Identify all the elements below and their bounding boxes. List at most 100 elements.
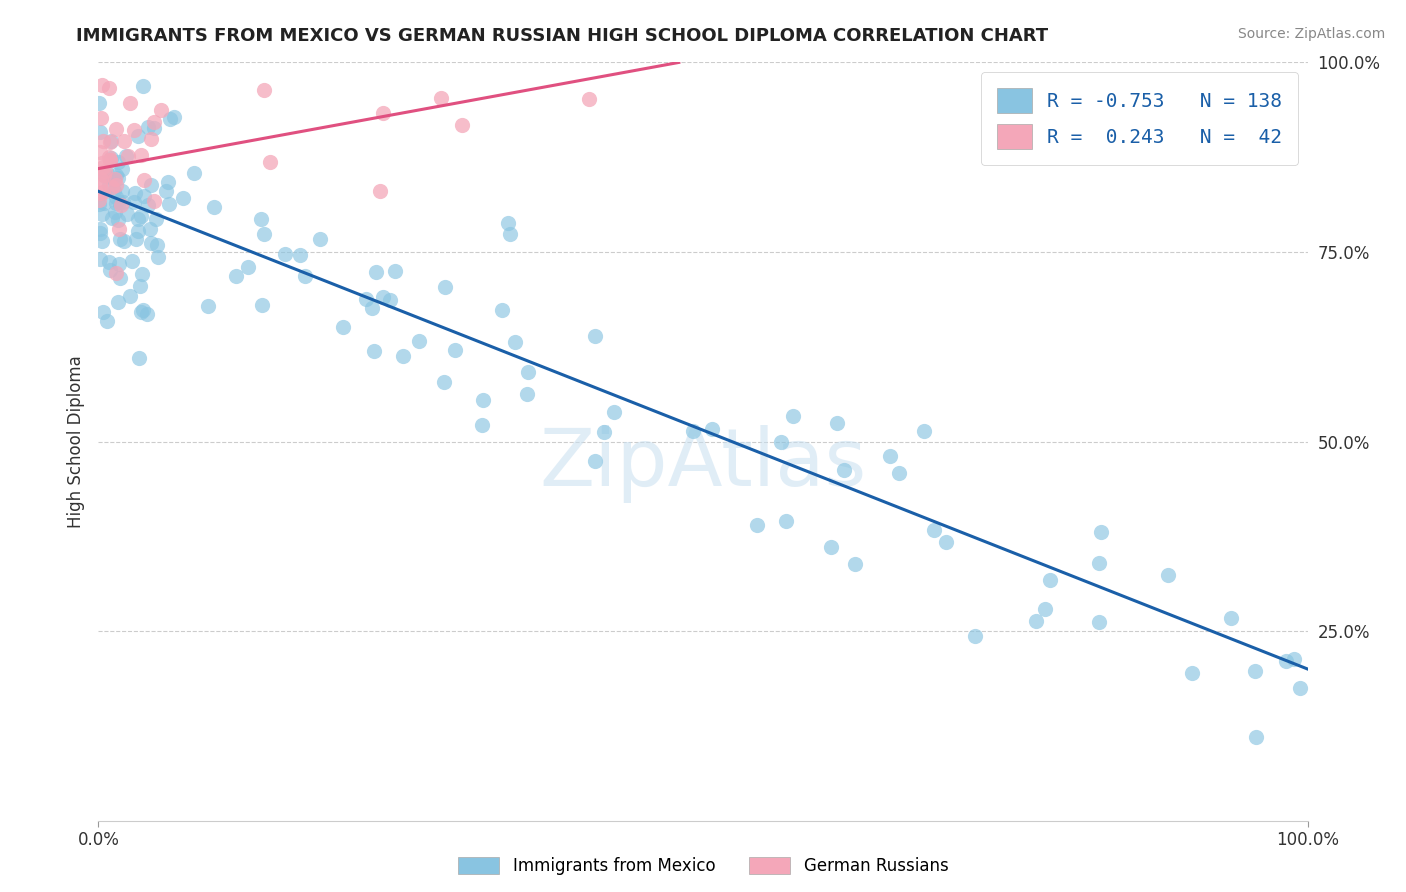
Point: [1039, 574, 1062, 588]
Point: [700, 422, 723, 436]
Point: [157, 196, 180, 211]
Point: [112, 235, 135, 249]
Point: [125, 232, 148, 246]
Point: [496, 216, 519, 230]
Point: [879, 449, 901, 463]
Point: [110, 231, 132, 245]
Point: [91, 78, 114, 92]
Point: [91, 134, 114, 148]
Point: [127, 129, 149, 144]
Point: [159, 112, 181, 126]
Point: [89, 227, 111, 241]
Point: [682, 424, 704, 438]
Point: [100, 135, 122, 149]
Point: [128, 278, 150, 293]
Point: [87, 193, 110, 207]
Point: [593, 425, 616, 440]
Point: [87, 95, 110, 110]
Point: [578, 92, 600, 106]
Point: [121, 254, 143, 268]
Point: [104, 266, 127, 280]
Text: ZipAtlas: ZipAtlas: [540, 425, 866, 503]
Point: [101, 211, 124, 225]
Point: [253, 83, 276, 97]
Point: [112, 134, 135, 148]
Point: [120, 289, 142, 303]
Point: [503, 334, 526, 349]
Point: [142, 115, 165, 129]
Point: [143, 121, 166, 136]
Point: [131, 267, 153, 281]
Point: [90, 172, 112, 186]
Point: [146, 250, 169, 264]
Point: [93, 169, 115, 183]
Point: [104, 168, 127, 182]
Point: [770, 435, 793, 450]
Point: [384, 264, 406, 278]
Point: [444, 343, 467, 357]
Point: [128, 351, 150, 366]
Point: [1243, 664, 1265, 678]
Point: [1244, 730, 1267, 744]
Point: [250, 211, 273, 226]
Point: [820, 540, 842, 554]
Point: [104, 204, 127, 219]
Point: [98, 153, 121, 167]
Legend: Immigrants from Mexico, German Russians: Immigrants from Mexico, German Russians: [450, 849, 956, 884]
Point: [93, 160, 115, 174]
Point: [782, 409, 804, 423]
Point: [139, 222, 162, 236]
Point: [236, 260, 259, 274]
Point: [96, 166, 118, 180]
Point: [922, 523, 945, 537]
Point: [117, 149, 139, 163]
Point: [139, 235, 162, 250]
Point: [825, 416, 848, 430]
Point: [107, 195, 129, 210]
Y-axis label: High School Diploma: High School Diploma: [66, 355, 84, 528]
Point: [775, 514, 797, 528]
Point: [1088, 557, 1111, 571]
Point: [107, 170, 129, 185]
Point: [132, 79, 155, 94]
Point: [491, 302, 513, 317]
Point: [183, 165, 205, 179]
Point: [97, 150, 120, 164]
Point: [91, 155, 114, 169]
Point: [107, 154, 129, 169]
Point: [1025, 614, 1047, 628]
Point: [935, 535, 957, 549]
Point: [197, 299, 219, 313]
Point: [94, 163, 117, 178]
Point: [127, 224, 149, 238]
Point: [136, 120, 159, 135]
Point: [844, 558, 866, 572]
Point: [1289, 681, 1312, 695]
Point: [150, 103, 173, 118]
Point: [145, 211, 167, 226]
Point: [156, 175, 179, 189]
Point: [250, 298, 273, 312]
Point: [89, 252, 111, 266]
Point: [583, 453, 606, 467]
Point: [104, 195, 127, 210]
Point: [89, 186, 111, 200]
Point: [127, 212, 149, 227]
Point: [912, 424, 935, 438]
Point: [471, 393, 494, 408]
Point: [104, 178, 127, 192]
Text: IMMIGRANTS FROM MEXICO VS GERMAN RUSSIAN HIGH SCHOOL DIPLOMA CORRELATION CHART: IMMIGRANTS FROM MEXICO VS GERMAN RUSSIAN…: [76, 27, 1049, 45]
Point: [124, 195, 146, 210]
Point: [89, 125, 111, 139]
Point: [430, 91, 453, 105]
Point: [832, 463, 855, 477]
Point: [378, 293, 401, 307]
Point: [1274, 654, 1296, 668]
Point: [100, 151, 122, 165]
Point: [103, 185, 125, 199]
Point: [118, 96, 141, 111]
Point: [1282, 652, 1305, 666]
Point: [155, 184, 177, 198]
Point: [202, 200, 225, 214]
Point: [363, 344, 385, 359]
